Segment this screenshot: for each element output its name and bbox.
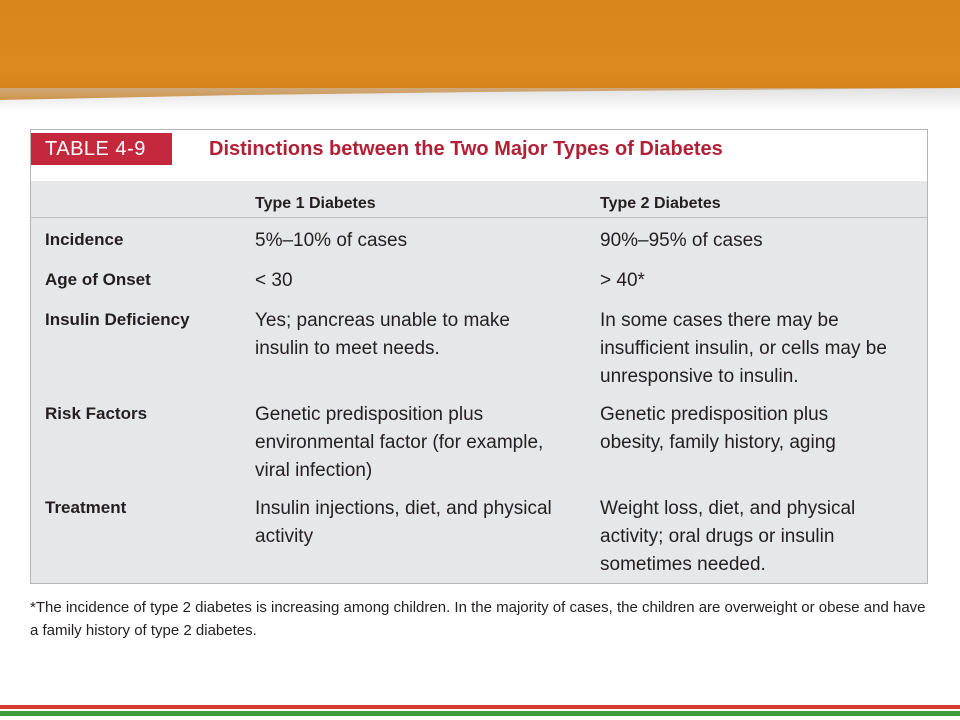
cell-age-type1: < 30 xyxy=(255,270,293,291)
footer-rule-green xyxy=(0,711,960,716)
column-header-type1: Type 1 Diabetes xyxy=(255,195,376,212)
row-label-age-of-onset: Age of Onset xyxy=(45,270,151,289)
header-band-shadow xyxy=(0,88,960,112)
table-title: Distinctions between the Two Major Types… xyxy=(209,138,723,160)
cell-insulin-type1: Yes; pancreas unable to make insulin to … xyxy=(255,310,510,359)
cell-treatment-type2: Weight loss, diet, and physical activity… xyxy=(600,498,856,575)
cell-insulin-type2: In some cases there may be insufficient … xyxy=(600,310,887,387)
column-header-type2: Type 2 Diabetes xyxy=(600,195,721,212)
cell-risk-type2: Genetic predisposition plus obesity, fam… xyxy=(600,404,836,453)
cell-risk-type1: Genetic predisposition plus environmenta… xyxy=(255,404,544,481)
header-divider xyxy=(31,217,927,218)
cell-treatment-type1: Insulin injections, diet, and physical a… xyxy=(255,498,552,547)
row-label-treatment: Treatment xyxy=(45,498,127,517)
header-band xyxy=(0,0,960,100)
cell-age-type2: > 40* xyxy=(600,270,645,291)
row-label-risk-factors: Risk Factors xyxy=(45,404,148,423)
row-label-incidence: Incidence xyxy=(45,230,124,249)
row-label-insulin-deficiency: Insulin Deficiency xyxy=(45,310,190,329)
diabetes-table: TABLE 4-9 Distinctions between the Two M… xyxy=(30,129,928,584)
cell-incidence-type1: 5%–10% of cases xyxy=(255,230,408,251)
cell-incidence-type2: 90%–95% of cases xyxy=(600,230,763,251)
footer-rule-red xyxy=(0,705,960,709)
table-title-row: TABLE 4-9 Distinctions between the Two M… xyxy=(31,130,927,181)
table-footnote: *The incidence of type 2 diabetes is inc… xyxy=(30,599,926,639)
table-number-badge: TABLE 4-9 xyxy=(31,133,172,165)
